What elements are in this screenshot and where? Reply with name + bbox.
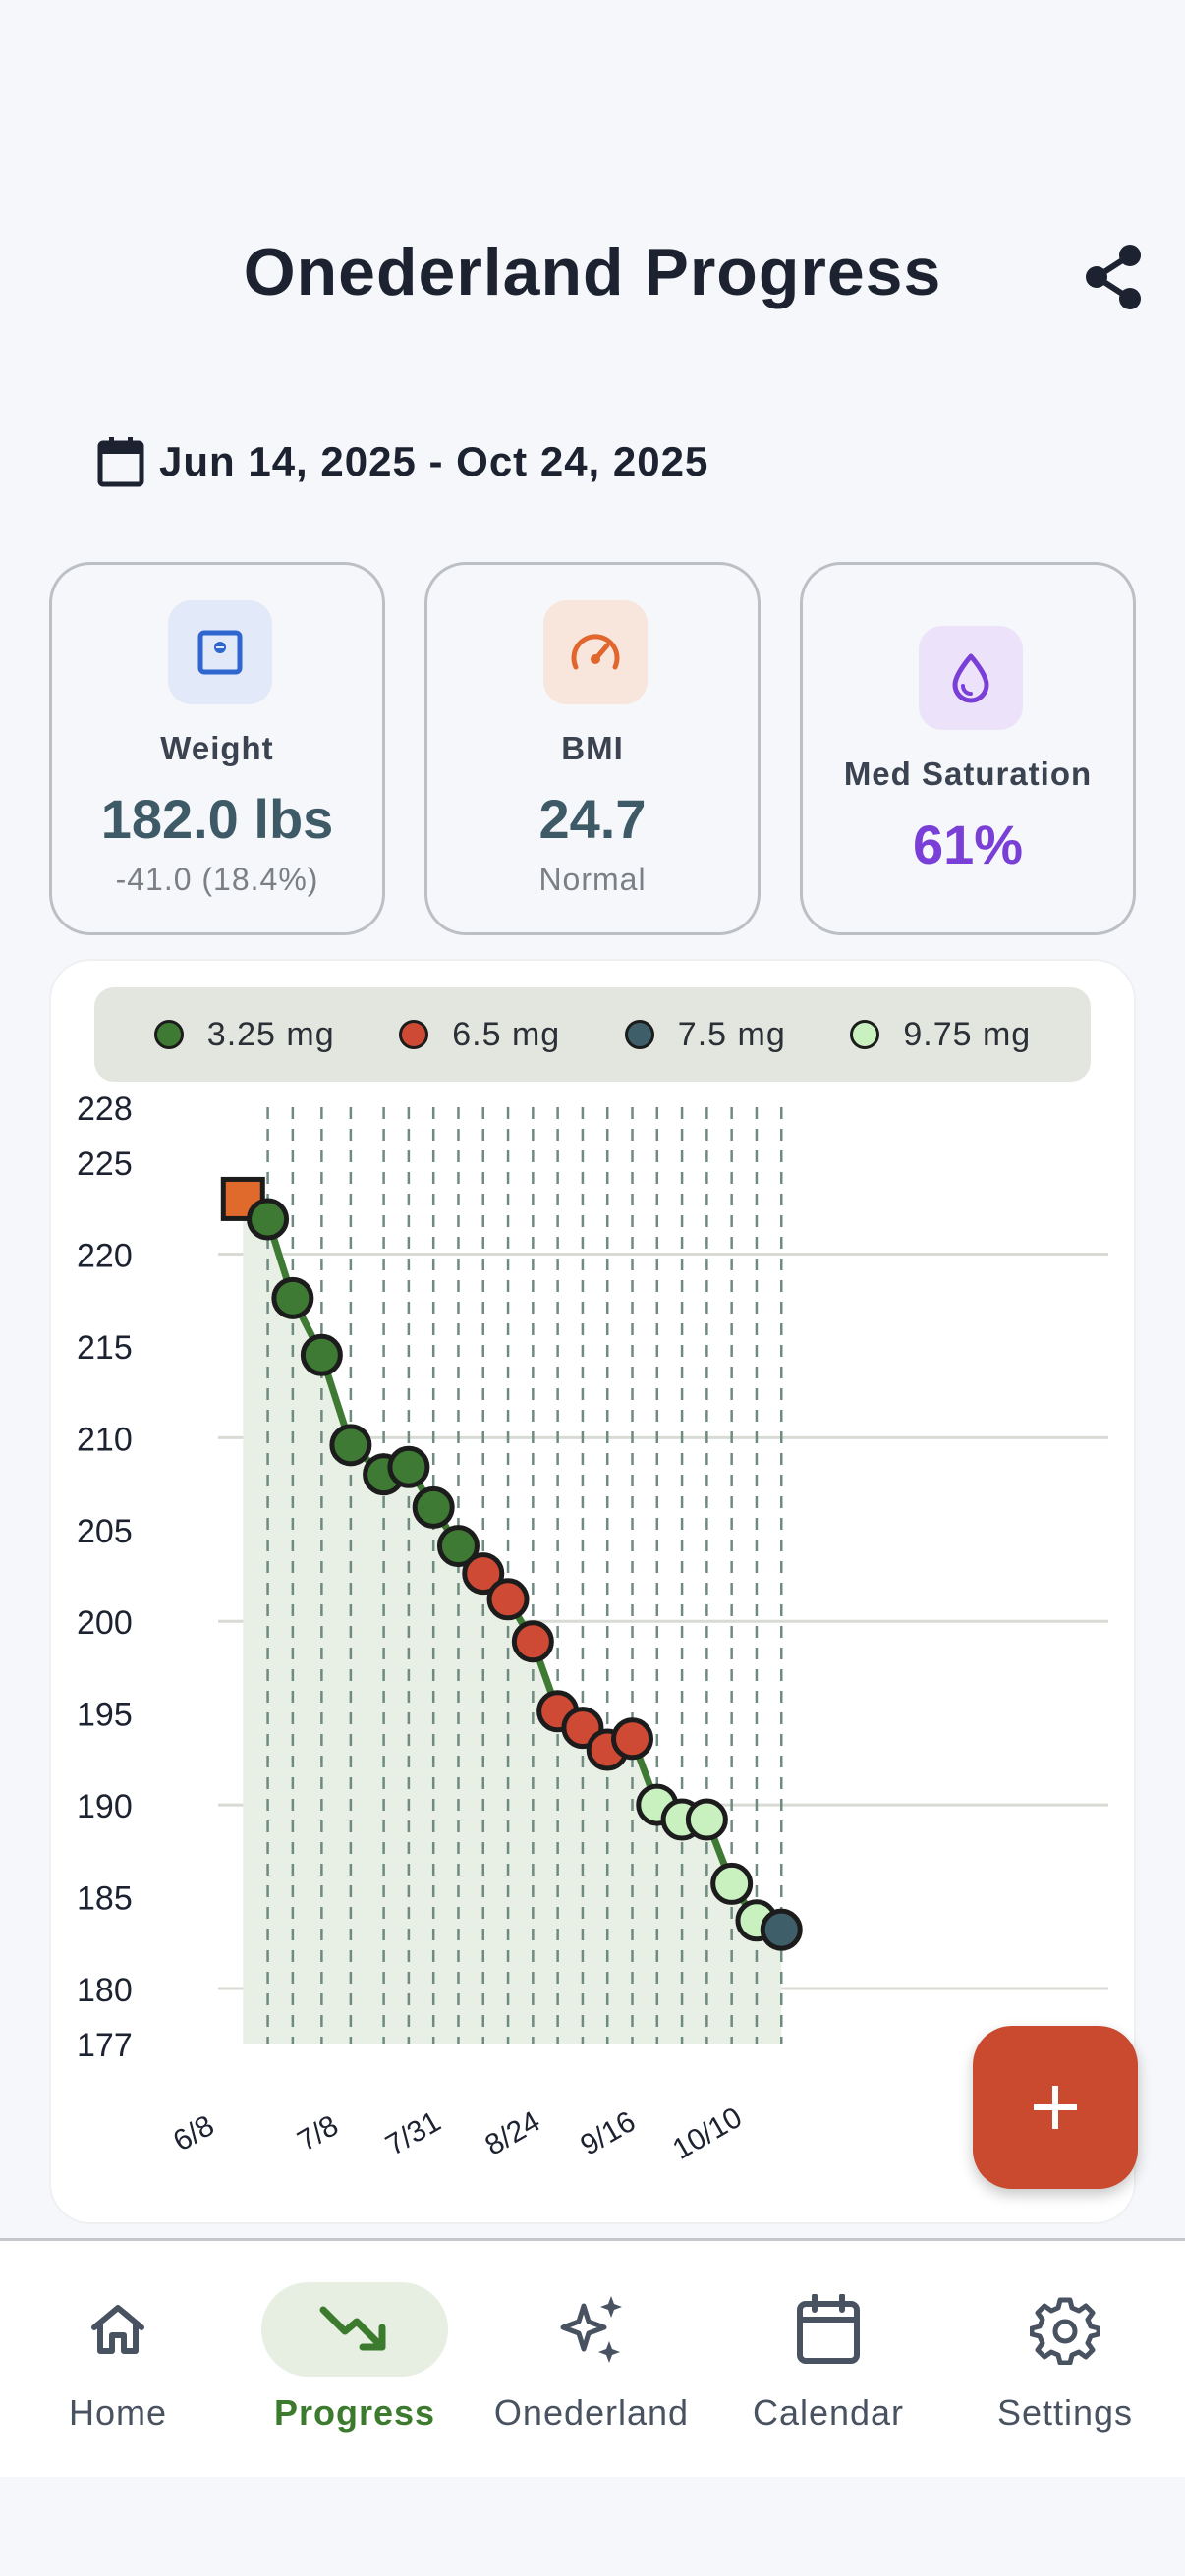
area-fill: [243, 1199, 782, 2044]
weight-label: Weight: [160, 730, 274, 766]
x-tick-label: 9/16: [575, 2105, 641, 2162]
data-point: [462, 1552, 505, 1596]
legend-label: 3.25 mg: [206, 1015, 335, 1053]
data-point: [436, 1525, 480, 1568]
data-point: [412, 1485, 455, 1529]
nav-settings[interactable]: Settings: [947, 2241, 1183, 2477]
nav-label: Progress: [273, 2392, 436, 2433]
legend-swatch: [153, 1020, 184, 1049]
bmi-label: BMI: [561, 730, 624, 766]
x-tick-label: 8/24: [480, 2105, 545, 2162]
legend-swatch: [624, 1020, 654, 1049]
home-icon: [75, 2286, 161, 2373]
page-title: Onederland Progress: [243, 235, 942, 309]
scale-icon: [168, 600, 272, 704]
nav-label: Calendar: [752, 2392, 905, 2433]
y-tick-label: 177: [77, 2027, 133, 2064]
y-tick-label: 220: [77, 1237, 133, 1274]
data-point: [329, 1424, 372, 1467]
weight-card[interactable]: Weight 182.0 lbs -41.0 (18.4%): [49, 562, 385, 935]
weight-chart: 228 225 220 215 210 205 200 195 190 185 180 177 6/8 7…: [77, 1091, 1108, 2166]
share-button[interactable]: [1079, 242, 1150, 312]
bottom-navigation: Home Progress Onederland: [0, 2238, 1185, 2477]
chart-legend: 3.25 mg 6.5 mg 7.5 mg 9.75 mg: [94, 987, 1091, 1082]
nav-home[interactable]: Home: [0, 2241, 236, 2477]
y-tick-label: 210: [77, 1421, 133, 1458]
nav-onederland[interactable]: Onederland: [474, 2241, 709, 2477]
data-point: [611, 1717, 653, 1761]
y-tick-label: 205: [77, 1513, 133, 1550]
legend-label: 7.5 mg: [677, 1015, 786, 1053]
data-point: [247, 1198, 290, 1241]
calendar-icon: [785, 2286, 872, 2373]
y-tick-label: 225: [77, 1146, 133, 1183]
data-point: [710, 1862, 754, 1905]
y-tick-label: 190: [77, 1788, 133, 1825]
nav-label: Settings: [996, 2392, 1134, 2433]
droplet-icon: [919, 626, 1023, 730]
legend-label: 9.75 mg: [903, 1015, 1032, 1053]
share-icon: [1086, 245, 1141, 309]
data-point: [760, 1908, 803, 1951]
gear-icon: [1022, 2286, 1108, 2373]
legend-item: 7.5 mg: [624, 1015, 786, 1054]
y-tick-label: 215: [77, 1329, 133, 1367]
nav-progress[interactable]: Progress: [237, 2241, 473, 2477]
legend-item: 6.5 mg: [399, 1016, 560, 1054]
date-range-selector[interactable]: Jun 14, 2025 - Oct 24, 2025: [96, 432, 708, 491]
bmi-value: 24.7: [538, 788, 647, 850]
data-point: [685, 1798, 728, 1841]
trending-down-icon: [311, 2286, 398, 2373]
y-tick-label: 180: [77, 1972, 133, 2009]
weight-value: 182.0 lbs: [100, 788, 334, 850]
y-tick-label: 228: [77, 1091, 133, 1128]
y-tick-label: 185: [77, 1880, 133, 1918]
legend-item: 3.25 mg: [153, 1015, 335, 1054]
date-range-text: Jun 14, 2025 - Oct 24, 2025: [159, 438, 709, 484]
sparkles-icon: [548, 2286, 635, 2373]
legend-label: 6.5 mg: [452, 1015, 561, 1053]
nav-calendar[interactable]: Calendar: [710, 2241, 946, 2477]
active-indicator: [261, 2282, 448, 2377]
add-entry-button[interactable]: [973, 2026, 1138, 2189]
x-tick-label: 10/10: [667, 2101, 748, 2166]
y-tick-label: 195: [77, 1697, 133, 1734]
med-saturation-card[interactable]: Med Saturation 61%: [800, 562, 1136, 935]
med-saturation-value: 61%: [912, 813, 1024, 875]
legend-swatch: [399, 1020, 429, 1049]
data-point: [271, 1276, 314, 1319]
x-tick-label: 7/8: [292, 2109, 344, 2157]
data-point: [511, 1620, 554, 1663]
y-tick-label: 200: [77, 1604, 133, 1642]
bmi-card[interactable]: BMI 24.7 Normal: [424, 562, 761, 935]
data-point: [387, 1445, 430, 1488]
bmi-category: Normal: [538, 862, 647, 897]
med-saturation-label: Med Saturation: [843, 756, 1093, 792]
legend-item: 9.75 mg: [850, 1016, 1031, 1054]
plus-icon: [1034, 2086, 1077, 2129]
gauge-icon: [543, 600, 648, 704]
nav-label: Onederland: [493, 2392, 690, 2433]
legend-swatch: [850, 1020, 880, 1049]
data-point: [300, 1333, 343, 1376]
nav-label: Home: [68, 2392, 168, 2433]
x-tick-label: 6/8: [168, 2109, 220, 2157]
weight-change: -41.0 (18.4%): [115, 862, 319, 897]
data-point: [486, 1578, 530, 1621]
calendar-icon: [97, 437, 144, 487]
x-tick-label: 7/31: [380, 2105, 446, 2162]
